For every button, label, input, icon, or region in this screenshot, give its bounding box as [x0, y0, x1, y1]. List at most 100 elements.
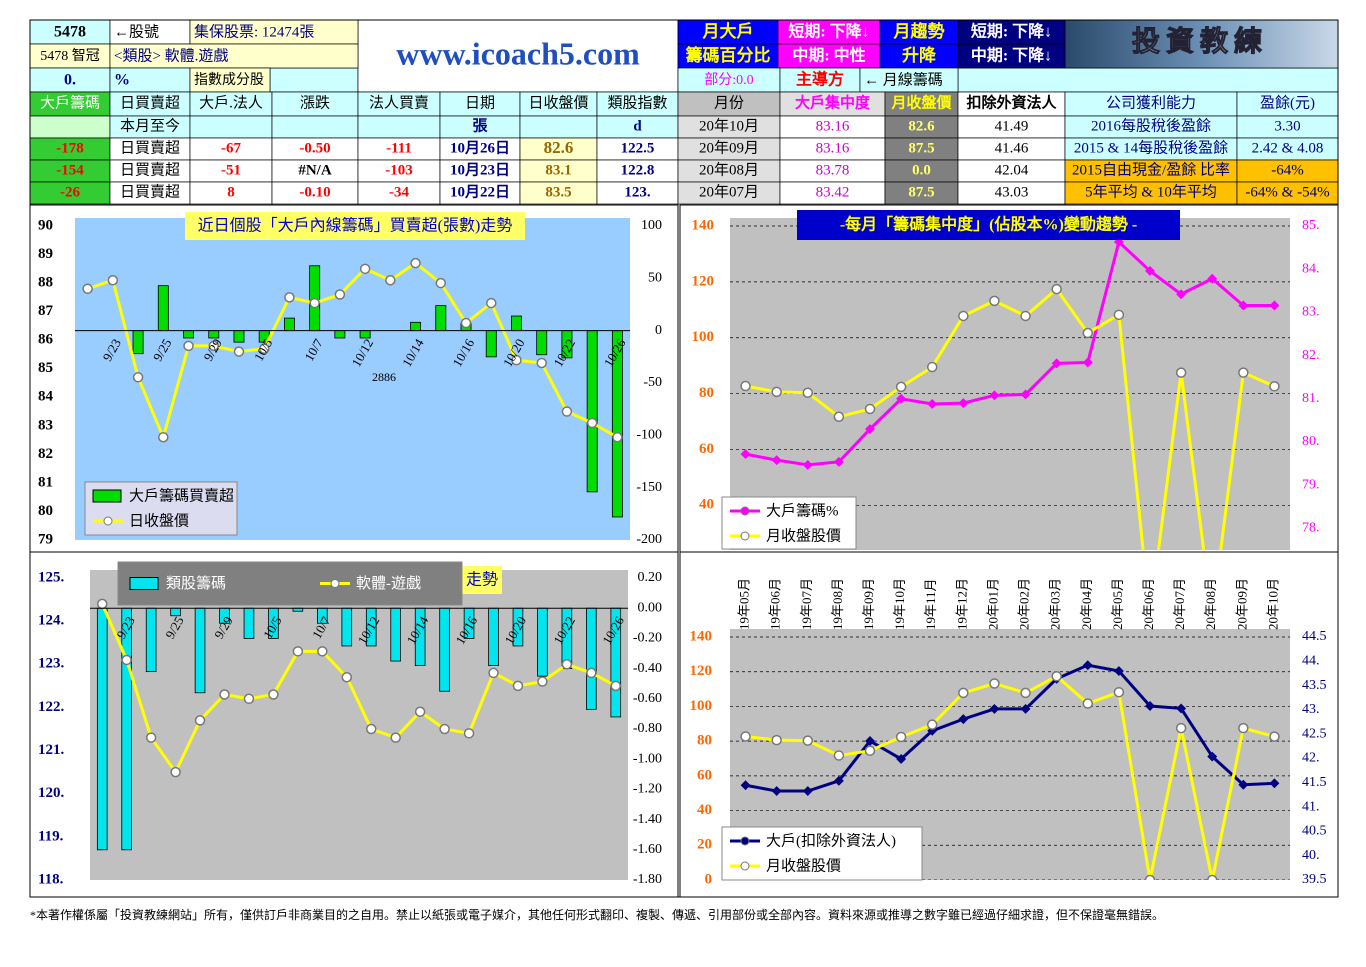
cell-text: 月趨勢	[893, 21, 945, 41]
line	[100, 603, 617, 776]
cell-text: -64%	[1271, 162, 1304, 178]
marker	[561, 659, 573, 670]
marker	[121, 654, 132, 666]
bar	[96, 607, 108, 851]
marker	[488, 667, 499, 679]
outer-border	[29, 19, 1339, 898]
bar	[157, 285, 169, 332]
marker	[82, 283, 93, 295]
cell-text: 5478 智冠	[40, 48, 100, 64]
bar	[183, 330, 194, 339]
marker	[740, 380, 751, 392]
cell-text: 升降	[902, 45, 937, 65]
cell-text: 中期: 下降↓	[971, 46, 1052, 65]
table-cell	[189, 115, 273, 139]
marker	[96, 598, 108, 610]
cell-text: 籌碼百分比	[686, 45, 771, 65]
marker	[512, 680, 524, 692]
header-cell	[357, 91, 441, 117]
cell-text: 2015自由現金/盈餘 比率	[1072, 161, 1230, 178]
marker	[833, 750, 845, 761]
y2-tick-label: -200	[636, 532, 662, 547]
marker	[132, 372, 144, 383]
y-tick-label: 90	[38, 217, 53, 233]
x-tick-label: 19年05月	[737, 578, 752, 630]
bar	[410, 321, 422, 332]
cell	[859, 67, 959, 93]
y2-tick-label: 40.	[1302, 848, 1320, 863]
y-tick-label: 119.	[38, 828, 64, 844]
x-tick-label: 20年09月	[1234, 578, 1249, 630]
y2-tick-label: 78.	[1302, 521, 1320, 536]
y-tick-label: 40	[697, 802, 712, 818]
chart-title: 走勢	[466, 571, 498, 589]
cell-text: 5年平均 & 10年平均	[1085, 183, 1217, 200]
x-tick-label: 20年02月	[1017, 578, 1032, 630]
cell-text: 月收盤價	[890, 93, 952, 111]
header-cell	[271, 91, 359, 117]
y2-tick-label: 0	[655, 323, 662, 338]
cell-text: 83.16	[816, 140, 850, 156]
cell-text: 3.30	[1274, 118, 1300, 134]
plot	[730, 225, 1290, 550]
legend-label: 日收盤價	[129, 512, 189, 529]
marker	[1082, 327, 1094, 339]
legend-swatch	[92, 489, 122, 503]
cell-text: 42.04	[995, 162, 1029, 178]
cell-text: #N/A	[298, 162, 332, 178]
marker	[158, 431, 169, 443]
marker	[439, 723, 450, 735]
marker	[927, 399, 938, 409]
y-tick-label: 118.	[38, 871, 64, 887]
cell-text: 日買賣超	[120, 161, 180, 178]
cell-text: -64% & -54%	[1245, 184, 1329, 200]
y2-tick-label: 85.	[1302, 218, 1320, 233]
marker	[865, 424, 875, 434]
marker	[194, 715, 206, 726]
cell-text: 122.8	[621, 162, 655, 178]
line	[745, 239, 1275, 467]
marker	[1207, 273, 1218, 284]
y2-tick-label: 42.5	[1302, 726, 1327, 741]
logo: 投資教練	[1132, 24, 1268, 57]
y-tick-label: 86	[38, 332, 54, 348]
y-tick-label: 125.	[38, 569, 65, 585]
marker	[895, 731, 907, 743]
y-tick-label: 100	[692, 329, 715, 345]
bar	[359, 330, 371, 339]
cell	[109, 43, 359, 69]
cell-text: 20年08月	[699, 161, 759, 178]
y2-tick-label: 43.5	[1302, 678, 1327, 693]
cell-text: 扣除外資法人	[966, 93, 1057, 111]
marker	[1238, 779, 1249, 790]
marker	[1175, 722, 1187, 734]
marker	[1269, 778, 1280, 789]
cell	[269, 67, 359, 93]
cell-text: 類股指數	[607, 94, 667, 111]
legend-marker	[103, 516, 113, 526]
y-tick-label: 20	[697, 837, 712, 853]
marker	[536, 357, 547, 369]
marker	[1082, 660, 1093, 671]
cell-text: 0.	[64, 72, 76, 89]
x-tick-label: 20年06月	[1141, 578, 1156, 630]
cell-text: 短期: 下降↓	[971, 22, 1052, 41]
marker	[1145, 265, 1155, 276]
header-cell	[596, 91, 679, 117]
y-tick-label: 122.	[38, 699, 65, 715]
cell-text: 10月26日	[450, 139, 510, 156]
cell-text: 41.49	[995, 118, 1029, 134]
cell-text: 日買賣超	[120, 183, 180, 200]
cell-text: 盈餘(元)	[1260, 94, 1315, 111]
cell-text: 大戶集中度	[795, 93, 871, 111]
marker	[219, 689, 230, 700]
y-tick-label: 120	[692, 273, 715, 289]
cell-text: <類股> 軟體.遊戲	[114, 47, 228, 64]
x-tick-label: 20年08月	[1203, 578, 1218, 630]
cell-text: 公司獲利能力	[1106, 94, 1196, 111]
cell-text: 2015 & 14每股稅後盈餘	[1074, 139, 1228, 156]
marker	[802, 735, 814, 746]
y2-tick-label: 83.	[1302, 305, 1320, 320]
marker	[410, 257, 421, 269]
marker	[989, 678, 1000, 689]
